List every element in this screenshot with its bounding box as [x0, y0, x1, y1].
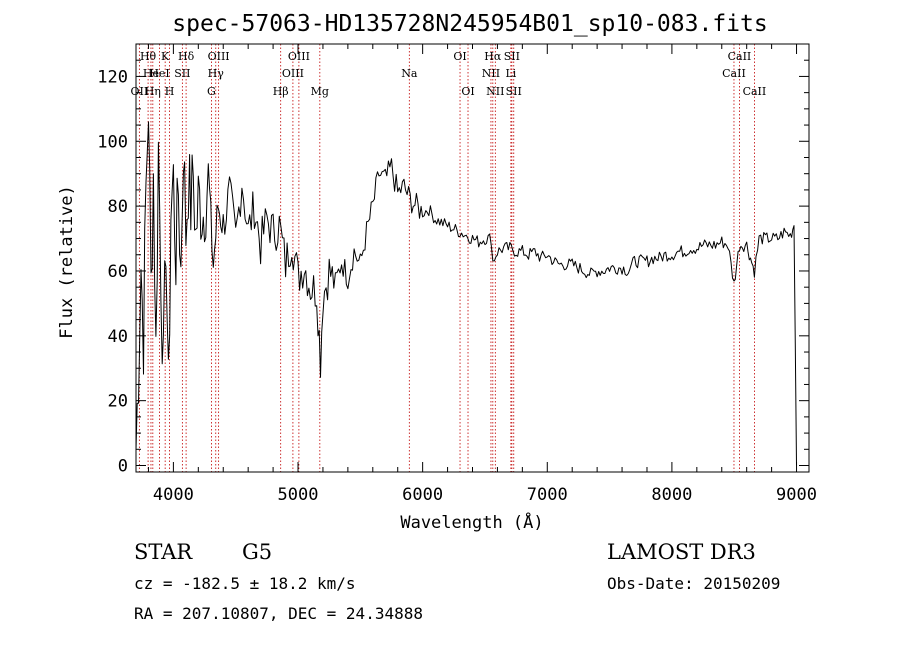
marker-label-0: Hθ [140, 50, 157, 63]
y-axis-ticks: 0 20 40 60 80 100 120 [97, 59, 809, 477]
marker-label-15: Mg [311, 85, 329, 98]
x-tick-label: 7000 [527, 485, 568, 505]
y-tick-label: 60 [108, 262, 128, 282]
x-tick-label: 8000 [651, 485, 692, 505]
marker-label-14: OIII [282, 67, 304, 80]
x-axis-ticks: 4000 5000 6000 7000 8000 9000 [147, 44, 817, 505]
y-tick-label: 40 [108, 327, 128, 347]
object-class: STAR [134, 540, 193, 564]
marker-label-13: OIII [288, 50, 310, 63]
marker-label-21: NII [486, 85, 504, 98]
spectrum-series-line [135, 121, 797, 466]
x-tick-label: 9000 [776, 485, 817, 505]
x-tick-label: 4000 [153, 485, 194, 505]
marker-label-20: NII [482, 67, 500, 80]
marker-label-18: OI [461, 85, 474, 98]
marker-label-10: Hγ [208, 67, 225, 80]
y-tick-label: 120 [97, 67, 128, 87]
marker-label-22: SII [504, 50, 520, 63]
marker-label-5: H [165, 85, 175, 98]
coordinates: RA = 207.10807, DEC = 24.34888 [134, 604, 423, 623]
marker-label-11: G [207, 85, 216, 98]
marker-label-24: SII [506, 85, 522, 98]
marker-label-8: Hδ [178, 50, 195, 63]
chart-title: spec-57063-HD135728N245954B01_sp10-083.f… [172, 11, 767, 37]
x-tick-label: 6000 [402, 485, 443, 505]
observation-date: Obs-Date: 20150209 [607, 574, 781, 593]
marker-label-19: Hα [484, 50, 502, 63]
marker-label-1: OII [131, 85, 149, 98]
spectral-line-labels: Hθ OII He Hη K H HeI SII Hδ OIII Hγ G Hβ OIII OIII Mg Na… [131, 50, 767, 98]
y-tick-label: 100 [97, 132, 128, 152]
x-tick-label: 5000 [278, 485, 319, 505]
y-tick-label: 20 [108, 392, 128, 412]
marker-label-3: Hη [145, 85, 161, 98]
marker-label-26: CaII [722, 67, 746, 80]
marker-label-2: He [143, 67, 159, 80]
redshift-velocity: cz = -182.5 ± 18.2 km/s [134, 574, 356, 593]
marker-label-9: OIII [208, 50, 230, 63]
marker-label-27: CaII [743, 85, 767, 98]
marker-label-25: CaII [728, 50, 752, 63]
marker-label-7: SII [174, 67, 190, 80]
marker-label-6: HeI [149, 67, 169, 80]
marker-label-12: Hβ [273, 85, 289, 98]
y-tick-label: 0 [118, 457, 128, 477]
marker-label-4: K [161, 50, 170, 63]
x-axis-label: Wavelength (Å) [400, 511, 543, 533]
marker-label-16: Na [401, 67, 418, 80]
plot-frame [135, 43, 810, 473]
y-tick-label: 80 [108, 197, 128, 217]
y-axis-label: Flux (relative) [57, 185, 77, 339]
marker-label-17: OI [453, 50, 466, 63]
survey-name: LAMOST DR3 [607, 540, 756, 564]
spectral-subclass: G5 [242, 540, 273, 564]
marker-label-23: Li [505, 67, 516, 80]
